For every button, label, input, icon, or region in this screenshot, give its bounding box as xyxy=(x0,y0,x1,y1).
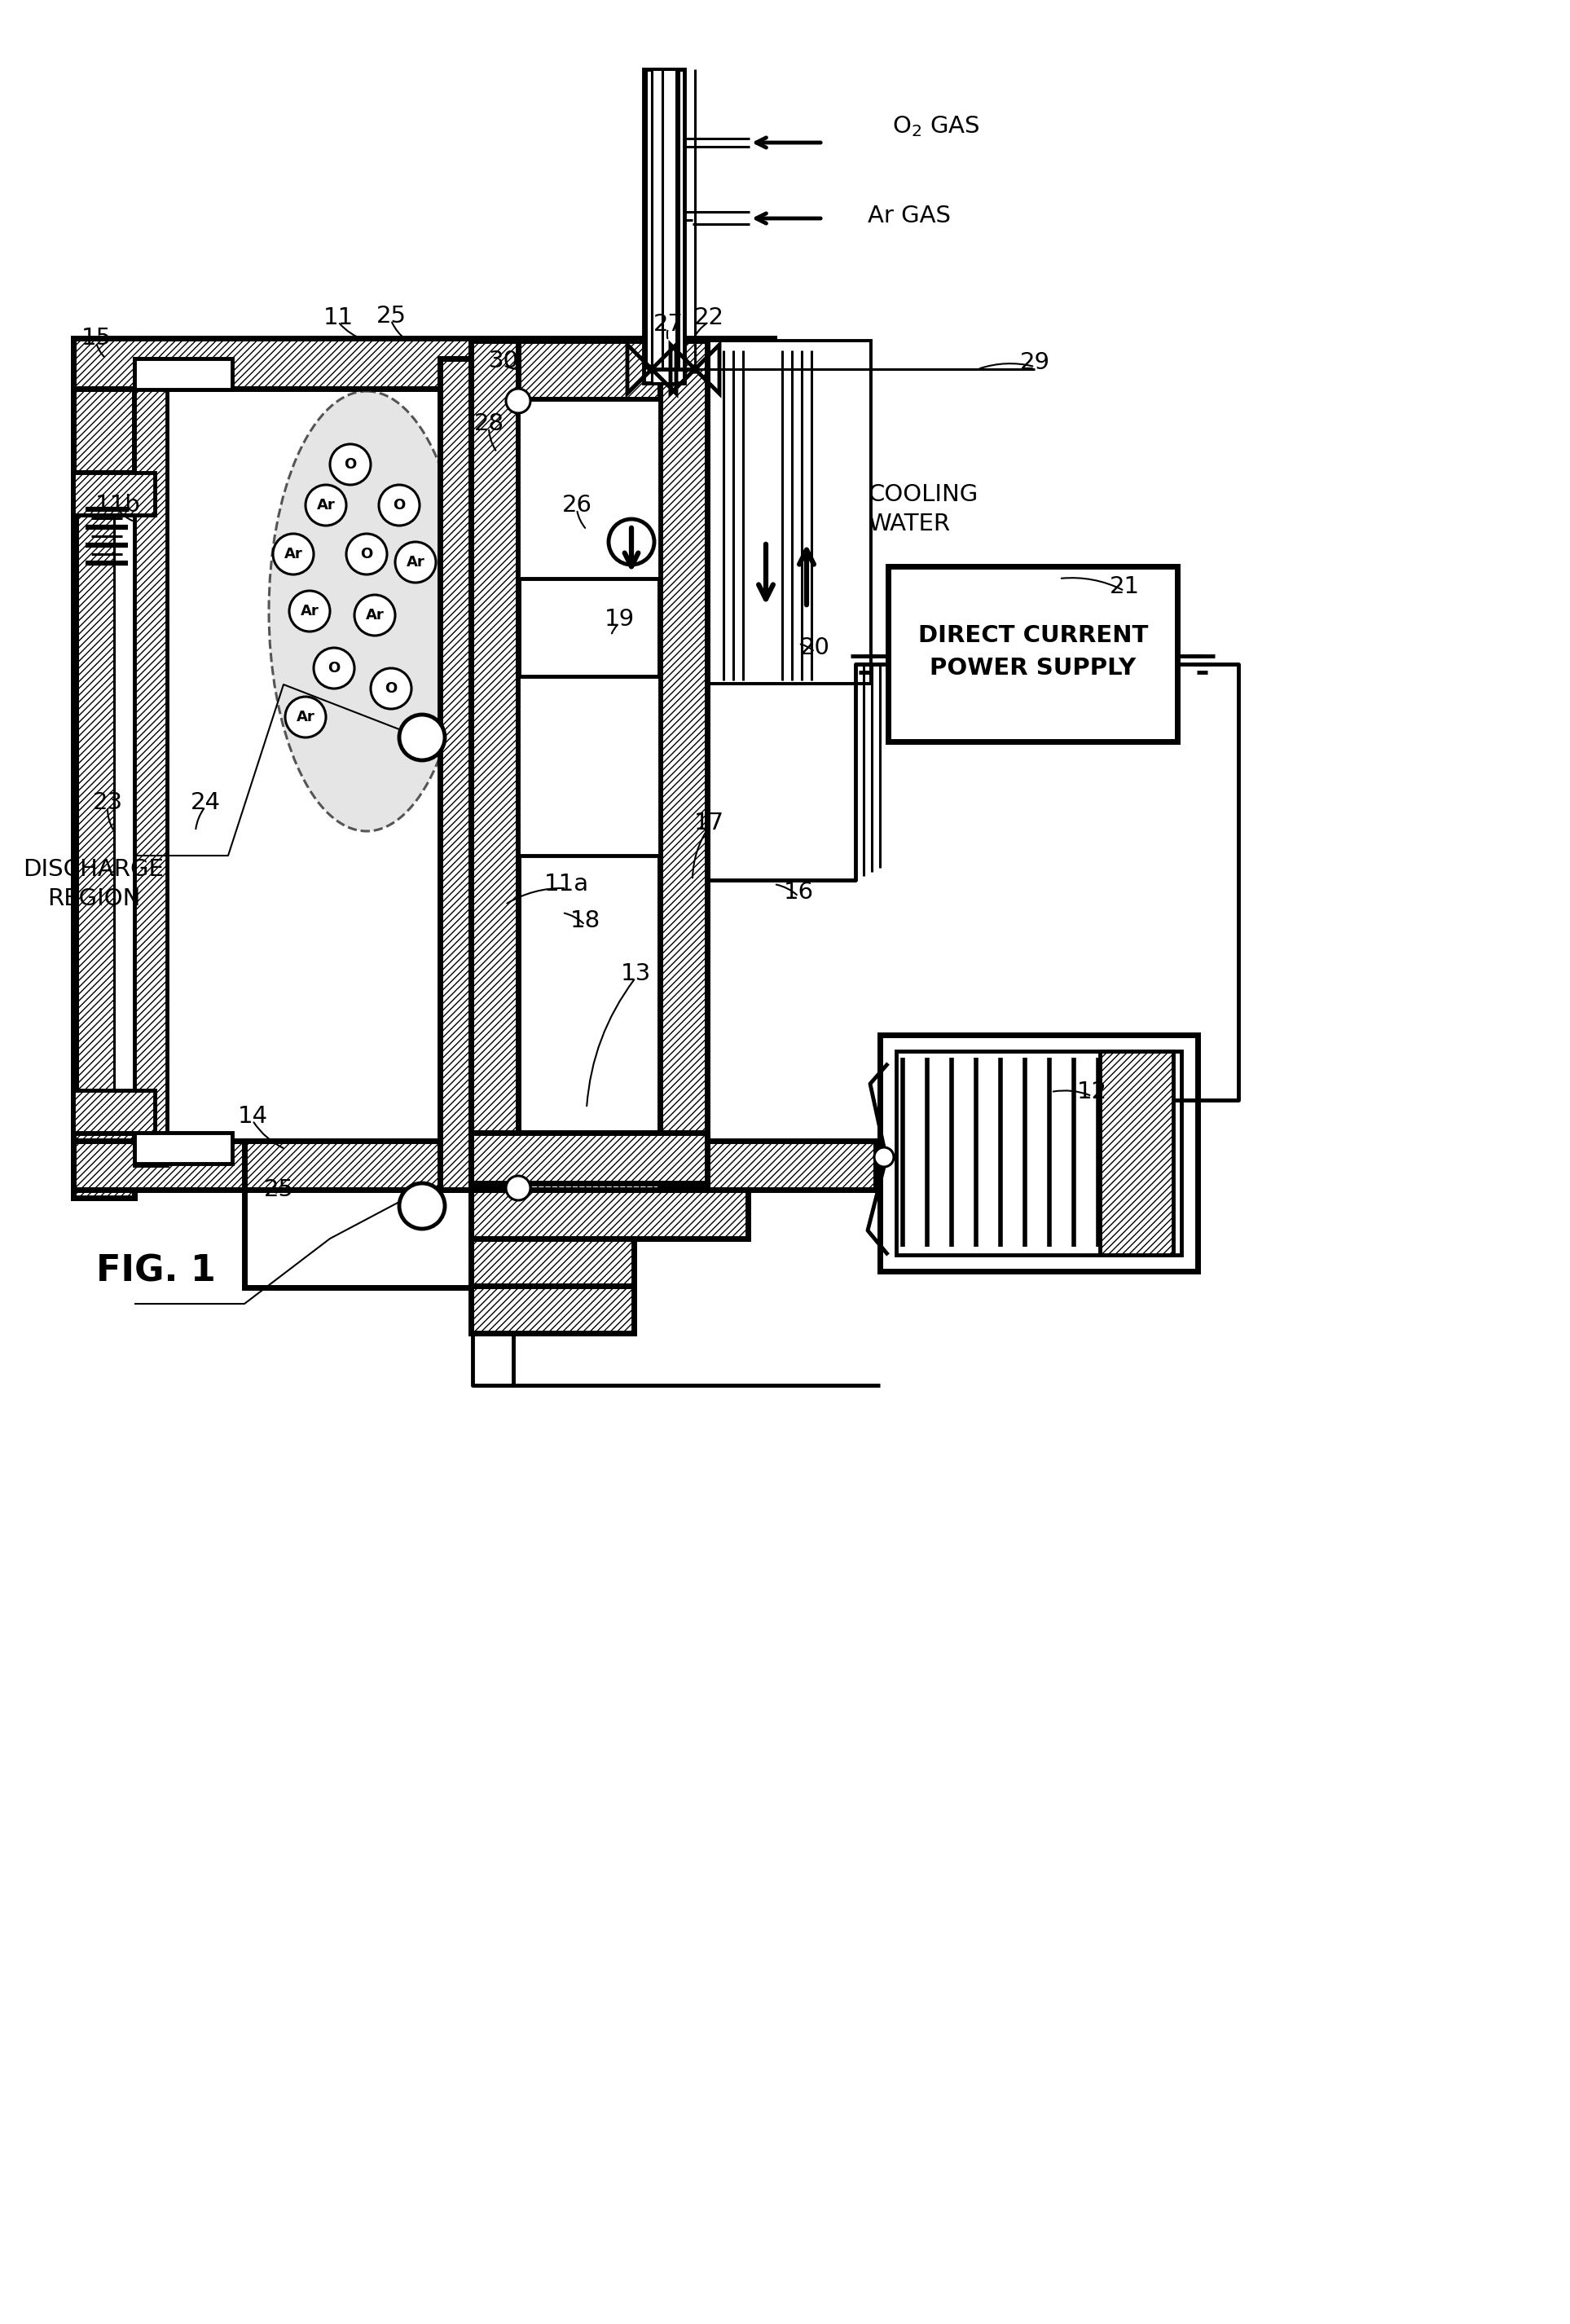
Circle shape xyxy=(506,1176,531,1199)
Bar xyxy=(1101,1050,1173,1255)
Text: Ar: Ar xyxy=(300,604,319,618)
Bar xyxy=(135,1132,232,1164)
Text: COOLING
WATER: COOLING WATER xyxy=(868,483,978,537)
Bar xyxy=(889,567,1178,741)
Text: DIRECT CURRENT
POWER SUPPLY: DIRECT CURRENT POWER SUPPLY xyxy=(918,625,1148,679)
Bar xyxy=(74,1141,473,1190)
Text: 30: 30 xyxy=(488,349,518,372)
Text: DISCHARGE
REGION: DISCHARGE REGION xyxy=(24,858,165,911)
Bar xyxy=(245,1190,473,1287)
Circle shape xyxy=(289,590,330,632)
Text: 11a: 11a xyxy=(543,874,589,895)
Bar xyxy=(471,342,518,1188)
Circle shape xyxy=(396,541,436,583)
Bar xyxy=(135,358,166,1164)
Bar xyxy=(471,1239,634,1285)
Text: 11: 11 xyxy=(323,307,353,330)
Bar xyxy=(245,1141,876,1190)
Text: O$_2$ GAS: O$_2$ GAS xyxy=(892,114,980,139)
Text: Ar GAS: Ar GAS xyxy=(868,205,951,228)
Text: 23: 23 xyxy=(93,790,122,813)
Text: Ar: Ar xyxy=(284,546,303,562)
Circle shape xyxy=(306,486,347,525)
Text: 25: 25 xyxy=(264,1178,294,1202)
Text: 14: 14 xyxy=(237,1104,268,1127)
Bar xyxy=(135,358,232,390)
Circle shape xyxy=(314,648,355,688)
Text: FIG. 1: FIG. 1 xyxy=(96,1253,215,1290)
Bar xyxy=(896,1050,1181,1255)
Bar xyxy=(471,1285,634,1334)
Text: 11b: 11b xyxy=(96,493,141,516)
Bar xyxy=(471,1132,707,1183)
Text: Ar: Ar xyxy=(366,609,385,623)
Bar xyxy=(518,400,659,579)
Bar xyxy=(74,472,155,516)
Circle shape xyxy=(399,716,444,760)
Bar xyxy=(706,342,870,683)
Text: 25: 25 xyxy=(375,304,407,328)
Bar xyxy=(659,342,706,1188)
Text: Ar: Ar xyxy=(317,497,334,514)
Text: 12: 12 xyxy=(1077,1081,1107,1104)
Text: O: O xyxy=(344,458,356,472)
Text: 21: 21 xyxy=(1110,576,1140,597)
Text: 19: 19 xyxy=(604,609,634,630)
Text: 22: 22 xyxy=(694,307,724,330)
Text: 17: 17 xyxy=(694,811,724,834)
Circle shape xyxy=(648,365,656,374)
Bar xyxy=(74,339,774,388)
Text: 27: 27 xyxy=(653,314,683,335)
Text: 20: 20 xyxy=(799,637,831,660)
Bar xyxy=(471,342,707,400)
Bar xyxy=(74,339,135,1197)
Circle shape xyxy=(371,669,411,709)
Circle shape xyxy=(330,444,371,486)
Circle shape xyxy=(399,1183,444,1229)
Bar xyxy=(74,1090,155,1132)
Circle shape xyxy=(286,697,327,737)
Bar xyxy=(518,676,659,855)
Text: 28: 28 xyxy=(474,411,504,435)
Text: Ar: Ar xyxy=(407,555,425,569)
Text: 26: 26 xyxy=(562,493,592,516)
Text: O: O xyxy=(392,497,405,514)
Circle shape xyxy=(378,486,419,525)
Bar xyxy=(74,472,155,1132)
Text: O: O xyxy=(385,681,397,695)
Bar xyxy=(77,481,115,1125)
Bar xyxy=(706,342,870,683)
Circle shape xyxy=(874,1148,893,1167)
Circle shape xyxy=(506,388,531,414)
Circle shape xyxy=(355,595,396,634)
Text: 18: 18 xyxy=(570,909,600,932)
Bar xyxy=(644,70,685,383)
Text: 29: 29 xyxy=(1019,351,1050,374)
Circle shape xyxy=(691,365,699,374)
Bar xyxy=(652,70,677,383)
Text: 13: 13 xyxy=(620,962,650,985)
Bar xyxy=(471,1190,747,1239)
Bar xyxy=(440,358,471,1190)
Circle shape xyxy=(347,535,386,574)
Text: 15: 15 xyxy=(82,328,111,349)
Text: Ar: Ar xyxy=(297,709,316,725)
Bar xyxy=(879,1034,1198,1271)
Text: O: O xyxy=(361,546,372,562)
Text: O: O xyxy=(328,660,341,676)
Text: 24: 24 xyxy=(190,790,220,813)
Text: 16: 16 xyxy=(783,881,813,904)
Ellipse shape xyxy=(268,390,465,832)
Circle shape xyxy=(609,518,655,565)
Circle shape xyxy=(273,535,314,574)
